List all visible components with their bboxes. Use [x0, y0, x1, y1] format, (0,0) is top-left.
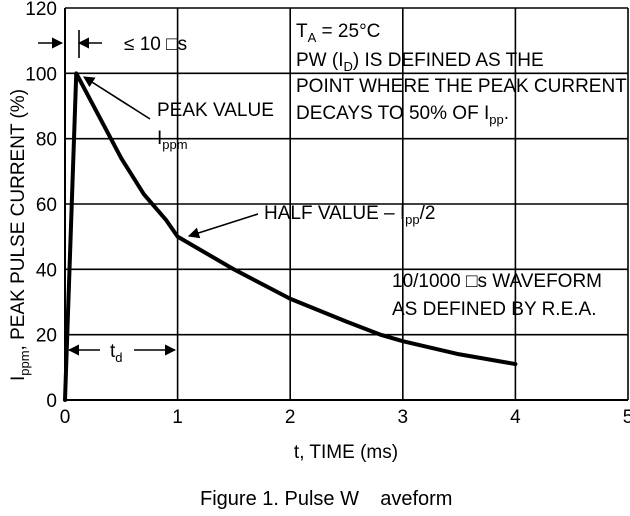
peak-value-label: PEAK VALUE — [157, 100, 274, 121]
series-line-0 — [63, 71, 518, 402]
rise-time-label: ≤ 10 □s — [124, 34, 187, 55]
waveform-label-line1: 10/1000 □s WAVEFORM — [392, 271, 602, 292]
series-layer — [63, 71, 518, 402]
tick-labels: 0 1 2 3 4 5 0 20 40 60 80 100 120 — [25, 0, 630, 428]
y-tick-label-60: 60 — [36, 195, 57, 216]
x-tick-label-0: 0 — [60, 407, 71, 428]
y-tick-label-100: 100 — [25, 64, 57, 85]
pw-definition-line2: POINT WHERE THE PEAK CURRENT — [296, 76, 627, 97]
y-tick-label-40: 40 — [36, 260, 57, 281]
pw-definition-line1: PW (ID) IS DEFINED AS THE — [296, 50, 544, 74]
peak-value-arrow — [83, 76, 151, 120]
y-tick-label-20: 20 — [36, 326, 57, 347]
ambient-temperature-label: TA = 25°C — [296, 21, 380, 45]
y-tick-label-120: 120 — [25, 0, 57, 20]
ippm-label: Ippm — [157, 128, 188, 152]
td-label: td — [110, 341, 123, 365]
x-tick-label-4: 4 — [510, 407, 521, 428]
y-axis-label: Ippm, PEAK PULSE CURRENT (%) — [8, 89, 32, 381]
x-tick-label-1: 1 — [172, 407, 183, 428]
x-axis-label: t, TIME (ms) — [294, 442, 398, 463]
grid-lines — [65, 7, 629, 400]
waveform-label-line2: AS DEFINED BY R.E.A. — [392, 299, 596, 320]
y-tick-label-0: 0 — [46, 391, 57, 412]
half-value-label: HALF VALUE – Ipp/2 — [264, 203, 435, 227]
x-tick-label-3: 3 — [398, 407, 409, 428]
x-tick-label-5: 5 — [623, 407, 630, 428]
pw-definition-line3: DECAYS TO 50% OF Ipp. — [296, 103, 509, 127]
axes — [64, 8, 628, 401]
y-tick-label-80: 80 — [36, 130, 57, 151]
half-value-arrow — [187, 213, 259, 239]
x-tick-label-2: 2 — [285, 407, 296, 428]
